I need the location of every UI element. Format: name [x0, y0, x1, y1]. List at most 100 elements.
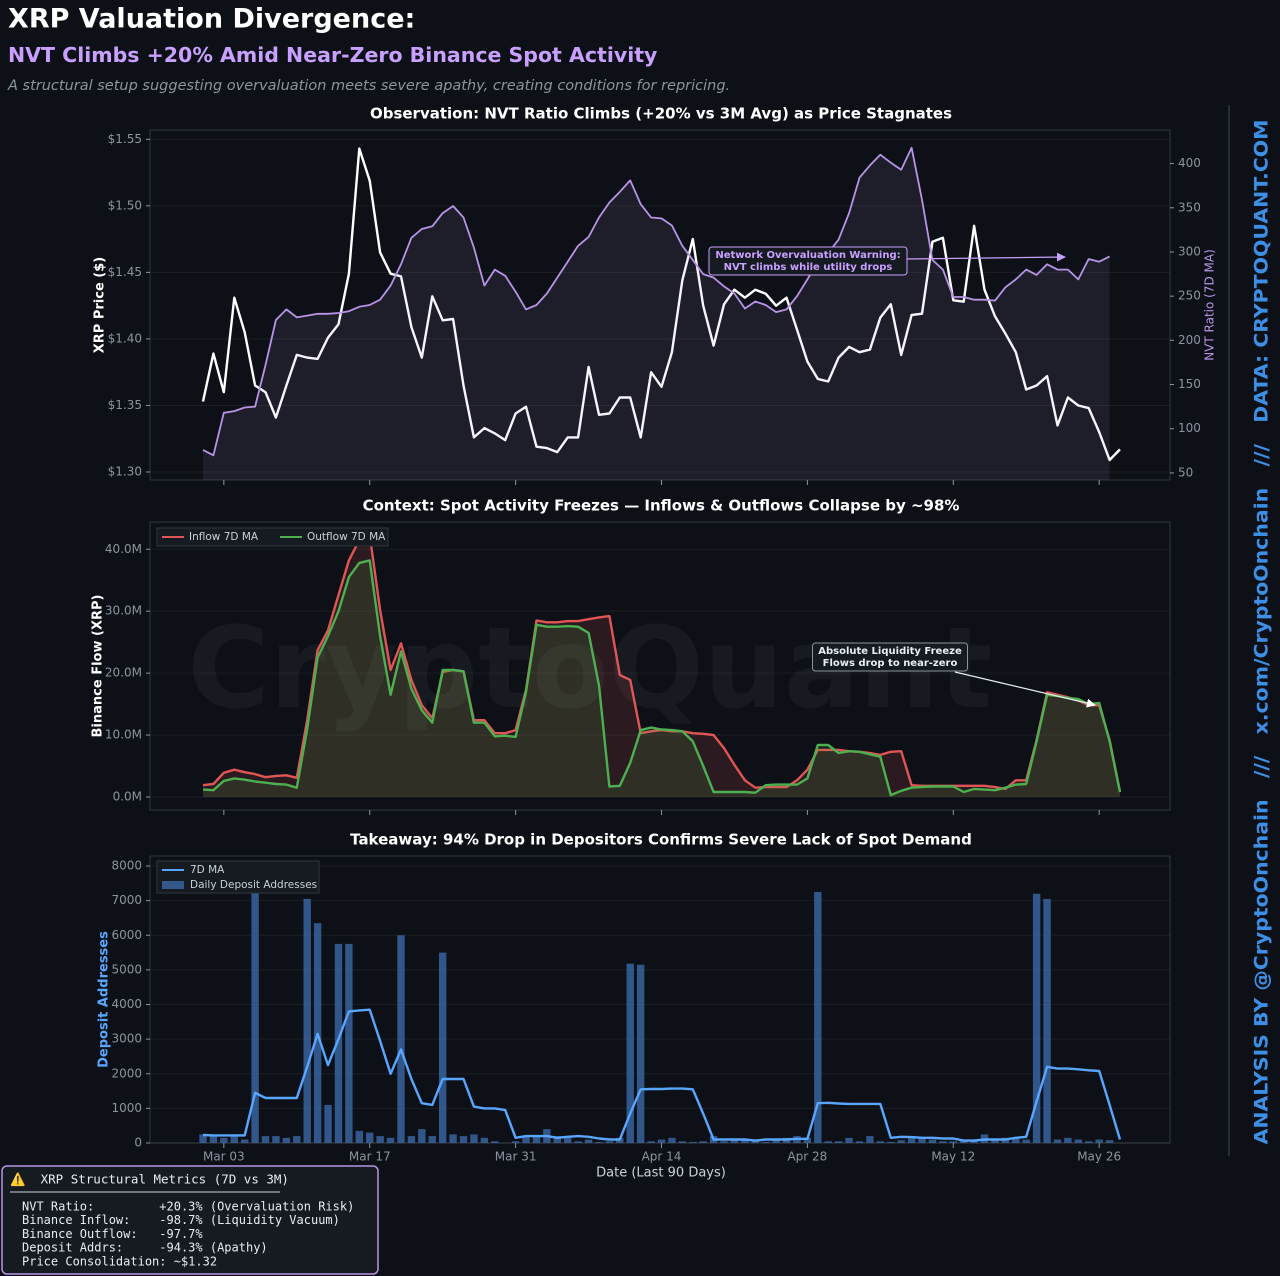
bar	[626, 963, 634, 1143]
bar	[491, 1141, 499, 1143]
bar	[407, 1136, 416, 1143]
bar	[741, 1140, 749, 1143]
legend-swatch	[162, 881, 184, 889]
bar	[949, 1141, 957, 1143]
legend-label: Outflow 7D MA	[307, 531, 386, 543]
y2-tick-label: 200	[1178, 333, 1201, 347]
bar	[720, 1141, 728, 1143]
bar	[293, 1136, 301, 1143]
y-tick-label: $1.35	[108, 398, 142, 412]
y2-axis-label: NVT Ratio (7D MA)	[1203, 249, 1217, 361]
bar	[522, 1136, 530, 1143]
annotation-text: NVT climbs while utility drops	[724, 262, 893, 273]
bar	[449, 1134, 457, 1143]
bar	[532, 1136, 541, 1143]
bar	[605, 1141, 614, 1143]
bar	[240, 1139, 249, 1143]
y-tick-label: 3000	[111, 1032, 142, 1046]
chart-title: Context: Spot Activity Freezes — Inflows…	[363, 497, 960, 515]
bar	[699, 1141, 707, 1143]
bar	[834, 1141, 843, 1143]
bar	[866, 1136, 874, 1143]
line	[202, 559, 1122, 797]
line	[202, 146, 1111, 457]
y-tick-label: $1.55	[108, 132, 142, 146]
bar	[1085, 1141, 1093, 1143]
bar	[397, 935, 405, 1143]
y2-tick-label: 350	[1178, 200, 1201, 214]
metrics-row: Binance Inflow: -98.7% (Liquidity Vacuum…	[22, 1213, 340, 1227]
bar	[1053, 1139, 1062, 1143]
bar	[803, 1137, 812, 1143]
bar	[939, 1141, 947, 1143]
bar	[991, 1139, 999, 1143]
line	[201, 147, 1121, 462]
bar	[345, 943, 353, 1143]
x-tick-label: Apr 14	[642, 1150, 682, 1164]
x-tick-label: May 12	[931, 1150, 975, 1164]
annotation-arrow	[905, 252, 1066, 262]
bar	[511, 1141, 520, 1143]
annotation-arrow	[954, 671, 1096, 708]
bar	[470, 1134, 478, 1143]
bar	[438, 952, 447, 1143]
bar	[1095, 1139, 1103, 1143]
x-tick-label: Mar 31	[495, 1150, 537, 1164]
y-tick-label: $1.50	[108, 198, 142, 212]
bar	[324, 1104, 332, 1143]
bar	[272, 1136, 280, 1143]
bar	[772, 1139, 780, 1143]
y-tick-label: 0.0M	[113, 789, 142, 803]
y2-tick-label: 100	[1178, 421, 1201, 435]
bar	[814, 892, 822, 1143]
y2-tick-label: 150	[1178, 377, 1201, 391]
y-tick-label: 6000	[111, 928, 142, 942]
y-tick-label: 8000	[111, 859, 142, 873]
annotation-text: Network Overvaluation Warning:	[715, 250, 900, 261]
bar	[1022, 1139, 1030, 1143]
plot-frame	[149, 855, 1171, 1144]
x-tick-label: May 26	[1077, 1150, 1121, 1164]
y-tick-label: 30.0M	[105, 604, 142, 618]
bar	[855, 1141, 864, 1143]
legend-label: 7D MA	[190, 864, 225, 876]
y-tick-label: 40.0M	[105, 542, 142, 556]
bar	[584, 1139, 593, 1143]
bar	[480, 1137, 489, 1143]
bar	[251, 871, 259, 1143]
bar	[928, 1139, 937, 1143]
bar	[678, 1141, 687, 1143]
bar	[564, 1137, 572, 1143]
bar	[918, 1137, 926, 1143]
x-tick-label: Apr 28	[787, 1150, 827, 1164]
bar	[595, 1141, 603, 1143]
plot-frame	[149, 521, 1171, 811]
bar	[574, 1141, 582, 1143]
y-tick-label: 20.0M	[105, 666, 142, 680]
y-tick-label: 1000	[111, 1101, 142, 1115]
bar	[334, 943, 343, 1143]
page-subtitle: NVT Climbs +20% Amid Near-Zero Binance S…	[8, 43, 657, 67]
metrics-row: Binance Outflow: -97.7%	[22, 1227, 203, 1241]
annotation-box	[708, 246, 908, 276]
y-tick-label: 5000	[111, 962, 142, 976]
metrics-box	[1, 1165, 379, 1275]
bar	[1012, 1137, 1020, 1143]
metrics-row: NVT Ratio: +20.3% (Overvaluation Risk)	[22, 1200, 354, 1214]
page-description: A structural setup suggesting overvaluat…	[7, 78, 730, 94]
legend-box	[156, 527, 389, 547]
page-title: XRP Valuation Divergence:	[8, 4, 415, 35]
annotation-text: Absolute Liquidity Freeze	[818, 646, 962, 657]
plot-frame	[149, 129, 1171, 481]
y-tick-label: 7000	[111, 893, 142, 907]
bar	[647, 1141, 655, 1143]
metrics-row: Deposit Addrs: -94.3% (Apathy)	[22, 1241, 268, 1255]
bar	[959, 1141, 968, 1143]
y2-tick-label: 250	[1178, 289, 1201, 303]
chart-title: Observation: NVT Ratio Climbs (+20% vs 3…	[370, 105, 952, 123]
bar	[1064, 1137, 1072, 1143]
bar	[636, 964, 645, 1143]
bar	[970, 1141, 978, 1143]
y-tick-label: $1.45	[108, 265, 142, 279]
